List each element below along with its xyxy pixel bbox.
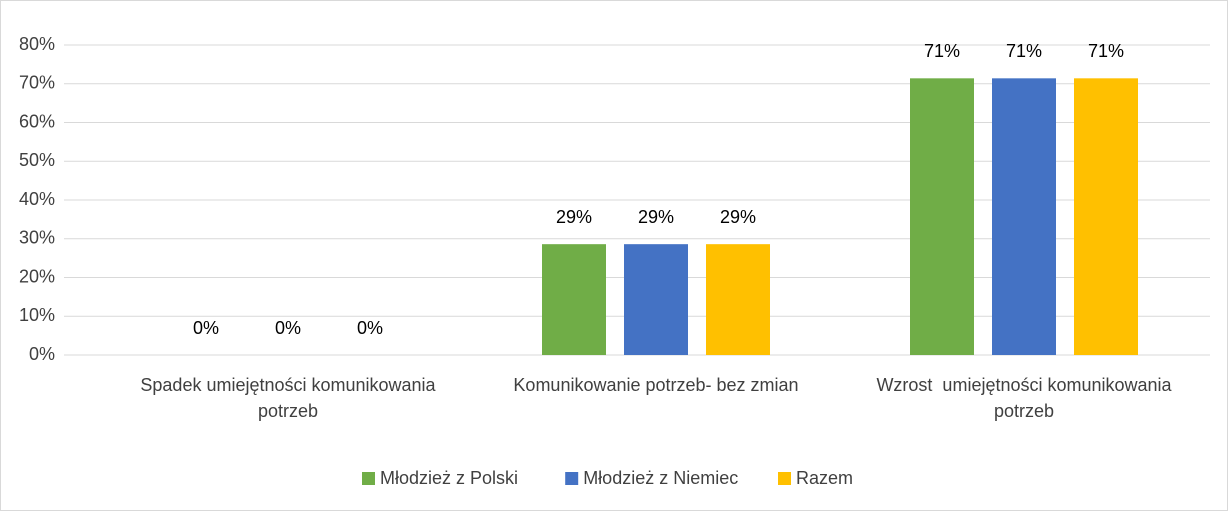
data-label: 0%	[193, 318, 219, 338]
legend-label: Młodzież z Polski	[380, 468, 518, 488]
data-label: 0%	[357, 318, 383, 338]
bar	[1074, 78, 1138, 355]
bar	[706, 244, 770, 355]
y-tick-label: 50%	[19, 150, 55, 170]
data-label: 71%	[924, 41, 960, 61]
data-label: 71%	[1088, 41, 1124, 61]
y-tick-label: 70%	[19, 73, 55, 93]
legend-label: Młodzież z Niemiec	[583, 468, 738, 488]
data-label: 29%	[720, 207, 756, 227]
x-tick-label: Spadek umiejętności komunikowania potrze…	[140, 375, 436, 421]
y-tick-label: 80%	[19, 34, 55, 54]
legend-swatch	[565, 472, 579, 485]
y-tick-label: 30%	[19, 228, 55, 248]
data-label: 0%	[275, 318, 301, 338]
legend-label: Razem	[796, 468, 853, 488]
x-tick-label: Wzrost umiejętności komunikowania potrze…	[876, 375, 1172, 421]
data-label: 29%	[638, 207, 674, 227]
y-tick-label: 20%	[19, 266, 55, 286]
bar	[624, 244, 688, 355]
y-tick-label: 0%	[29, 344, 55, 364]
bar	[992, 78, 1056, 355]
bar	[910, 78, 974, 355]
data-label: 71%	[1006, 41, 1042, 61]
legend-swatch	[778, 472, 791, 485]
y-tick-label: 40%	[19, 189, 55, 209]
y-tick-label: 60%	[19, 111, 55, 131]
bar	[542, 244, 606, 355]
y-tick-label: 10%	[19, 305, 55, 325]
x-tick-label: Komunikowanie potrzeb- bez zmian	[513, 375, 799, 395]
data-label: 29%	[556, 207, 592, 227]
legend-swatch	[362, 472, 375, 485]
